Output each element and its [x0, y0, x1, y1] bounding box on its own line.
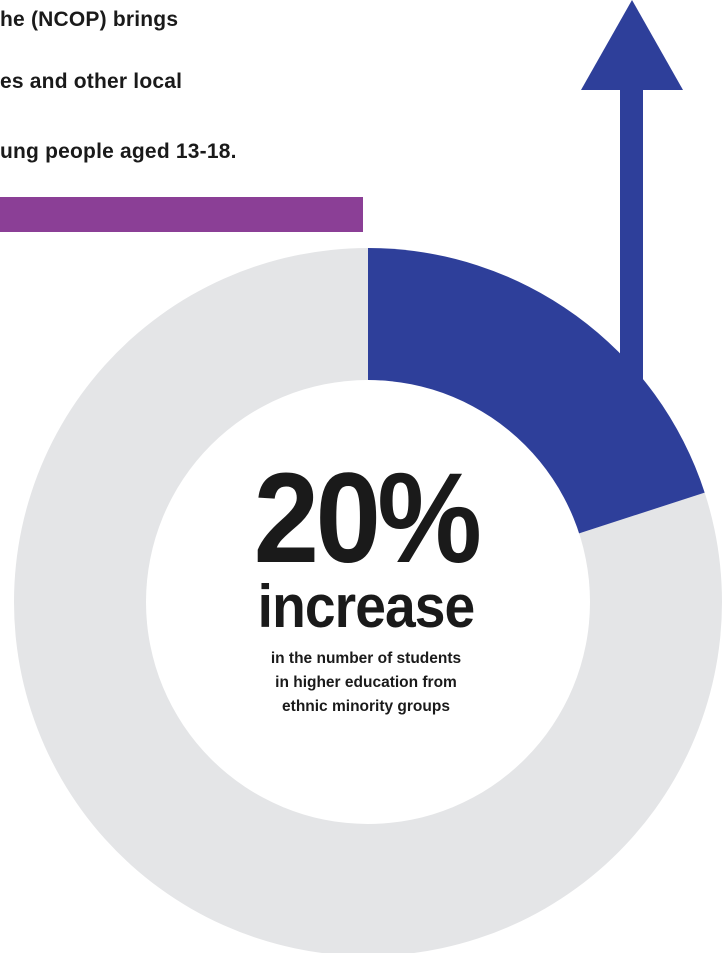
- donut-background-segment: [14, 248, 722, 953]
- accent-bar: [0, 197, 363, 232]
- intro-text-line-3: ung people aged 13-18.: [0, 140, 237, 163]
- intro-text-line-2: es and other local: [0, 70, 183, 93]
- stat-caption-line-1: in the number of students: [270, 650, 462, 667]
- stat-label: increase: [257, 573, 476, 640]
- arrow-up-icon: [581, 0, 683, 386]
- donut-center: [146, 380, 590, 824]
- intro-text-line-1: he (NCOP) brings: [0, 8, 179, 31]
- arrow-head: [581, 0, 683, 90]
- stat-percentage: 20%: [253, 447, 482, 590]
- arrow-shaft: [620, 86, 643, 386]
- stat-caption-line-3: ethnic minority groups: [282, 698, 450, 715]
- stat-caption-line-2: in higher education from: [275, 674, 457, 691]
- stat-block: 20% increase in the number of students i…: [166, 455, 566, 719]
